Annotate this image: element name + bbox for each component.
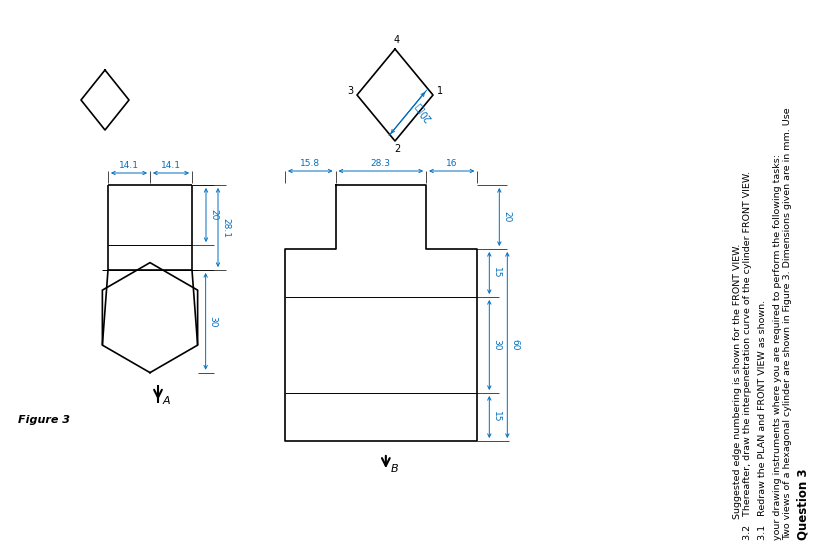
Text: 20□: 20□ bbox=[413, 99, 434, 122]
Text: 14.1: 14.1 bbox=[161, 161, 181, 170]
Text: 3: 3 bbox=[347, 86, 353, 96]
Text: your drawing instruments where you are required to perform the following tasks:: your drawing instruments where you are r… bbox=[773, 154, 782, 540]
Text: 30: 30 bbox=[208, 316, 218, 327]
Text: Two views of a hexagonal cylinder are shown in Figure 3. Dimensions given are in: Two views of a hexagonal cylinder are sh… bbox=[783, 107, 792, 540]
Text: Figure 3: Figure 3 bbox=[18, 414, 70, 424]
Text: 15: 15 bbox=[492, 267, 501, 279]
Text: 15.8: 15.8 bbox=[300, 159, 320, 168]
Text: 15: 15 bbox=[492, 411, 501, 423]
Text: 3.1   Redraw the PLAN and FRONT VIEW as shown.: 3.1 Redraw the PLAN and FRONT VIEW as sh… bbox=[758, 300, 767, 540]
Text: B: B bbox=[391, 464, 399, 474]
Text: 14.1: 14.1 bbox=[119, 161, 139, 170]
Text: 60: 60 bbox=[510, 339, 519, 351]
Text: 28.1: 28.1 bbox=[221, 218, 230, 238]
Text: 1: 1 bbox=[437, 86, 443, 96]
Text: Question 3: Question 3 bbox=[797, 469, 810, 540]
Text: 20: 20 bbox=[209, 209, 218, 220]
Text: 30: 30 bbox=[492, 339, 501, 351]
Text: Suggested edge numbering is shown for the FRONT VIEW.: Suggested edge numbering is shown for th… bbox=[733, 244, 742, 540]
Text: 20: 20 bbox=[502, 211, 511, 223]
Text: A: A bbox=[163, 396, 170, 406]
Text: 3.2   Thereafter, draw the interpenetration curve of the cylinder FRONT VIEW.: 3.2 Thereafter, draw the interpenetratio… bbox=[743, 171, 752, 540]
Text: 16: 16 bbox=[446, 159, 457, 168]
Text: 2: 2 bbox=[394, 144, 400, 154]
Text: 4: 4 bbox=[394, 35, 400, 45]
Text: 28.3: 28.3 bbox=[370, 159, 391, 168]
